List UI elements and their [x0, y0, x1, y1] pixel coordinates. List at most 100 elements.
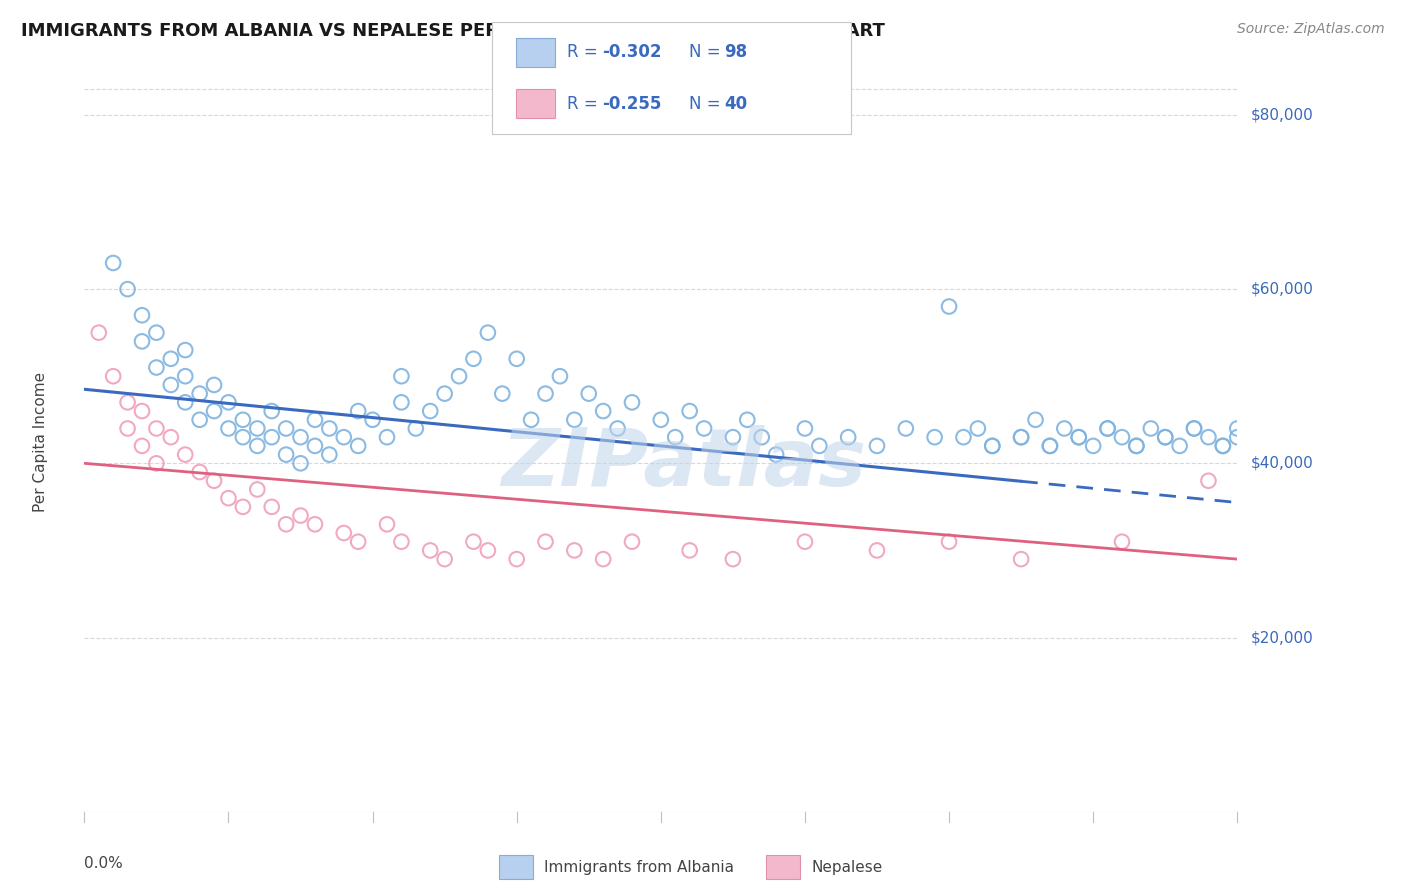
Text: -0.302: -0.302: [602, 44, 661, 62]
Text: Nepalese: Nepalese: [811, 860, 883, 874]
Point: [1154, 430, 1177, 444]
Point: [621, 534, 644, 549]
Point: [520, 413, 543, 427]
Point: [1140, 421, 1163, 435]
Point: [391, 395, 413, 409]
Point: [794, 421, 817, 435]
Point: [160, 351, 183, 366]
Text: N =: N =: [689, 95, 725, 112]
Point: [1097, 421, 1119, 435]
Point: [1125, 439, 1147, 453]
Point: [564, 543, 586, 558]
Text: ZIPatlas: ZIPatlas: [502, 425, 866, 503]
Point: [491, 386, 513, 401]
Point: [1067, 430, 1090, 444]
Point: [145, 421, 167, 435]
Point: [391, 534, 413, 549]
Point: [1182, 421, 1205, 435]
Point: [952, 430, 974, 444]
Text: 98: 98: [724, 44, 747, 62]
Point: [1025, 413, 1047, 427]
Point: [232, 430, 254, 444]
Point: [924, 430, 946, 444]
Point: [202, 404, 225, 418]
Point: [1083, 439, 1105, 453]
Point: [117, 421, 139, 435]
Point: [1067, 430, 1090, 444]
Text: N =: N =: [689, 44, 725, 62]
Point: [1168, 439, 1191, 453]
Point: [405, 421, 427, 435]
Point: [721, 430, 744, 444]
Point: [808, 439, 831, 453]
Point: [188, 386, 211, 401]
Point: [318, 448, 340, 462]
Point: [433, 386, 456, 401]
Text: R =: R =: [567, 44, 603, 62]
Point: [375, 430, 398, 444]
Point: [145, 326, 167, 340]
Point: [693, 421, 716, 435]
Point: [232, 500, 254, 514]
Point: [145, 456, 167, 470]
Point: [218, 421, 240, 435]
Point: [246, 439, 269, 453]
Point: [1182, 421, 1205, 435]
Point: [1125, 439, 1147, 453]
Point: [202, 378, 225, 392]
Point: [131, 334, 153, 349]
Point: [232, 413, 254, 427]
Point: [188, 413, 211, 427]
Point: [174, 369, 197, 384]
Point: [765, 448, 787, 462]
Point: [160, 378, 183, 392]
Point: [117, 282, 139, 296]
Point: [564, 413, 586, 427]
Point: [304, 413, 326, 427]
Point: [260, 500, 283, 514]
Point: [260, 430, 283, 444]
Point: [751, 430, 773, 444]
Point: [578, 386, 600, 401]
Point: [981, 439, 1004, 453]
Point: [347, 534, 370, 549]
Point: [1212, 439, 1234, 453]
Point: [737, 413, 759, 427]
Point: [548, 369, 571, 384]
Point: [218, 491, 240, 505]
Point: [650, 413, 672, 427]
Point: [534, 386, 557, 401]
Point: [333, 430, 356, 444]
Point: [1198, 430, 1220, 444]
Point: [1226, 421, 1249, 435]
Point: [592, 552, 614, 566]
Point: [202, 474, 225, 488]
Point: [837, 430, 859, 444]
Text: Source: ZipAtlas.com: Source: ZipAtlas.com: [1237, 22, 1385, 37]
Point: [290, 430, 312, 444]
Point: [433, 552, 456, 566]
Point: [1198, 474, 1220, 488]
Point: [103, 369, 124, 384]
Point: [276, 517, 298, 532]
Point: [87, 326, 110, 340]
Point: [174, 395, 197, 409]
Point: [679, 404, 702, 418]
Point: [1097, 421, 1119, 435]
Point: [375, 517, 398, 532]
Text: IMMIGRANTS FROM ALBANIA VS NEPALESE PER CAPITA INCOME CORRELATION CHART: IMMIGRANTS FROM ALBANIA VS NEPALESE PER …: [21, 22, 884, 40]
Text: 0.0%: 0.0%: [84, 856, 124, 871]
Point: [174, 448, 197, 462]
Point: [276, 421, 298, 435]
Point: [606, 421, 628, 435]
Point: [160, 430, 183, 444]
Point: [506, 351, 529, 366]
Point: [938, 300, 960, 314]
Point: [938, 534, 960, 549]
Text: $80,000: $80,000: [1251, 107, 1315, 122]
Point: [1053, 421, 1076, 435]
Point: [794, 534, 817, 549]
Point: [304, 517, 326, 532]
Point: [276, 448, 298, 462]
Text: $40,000: $40,000: [1251, 456, 1315, 471]
